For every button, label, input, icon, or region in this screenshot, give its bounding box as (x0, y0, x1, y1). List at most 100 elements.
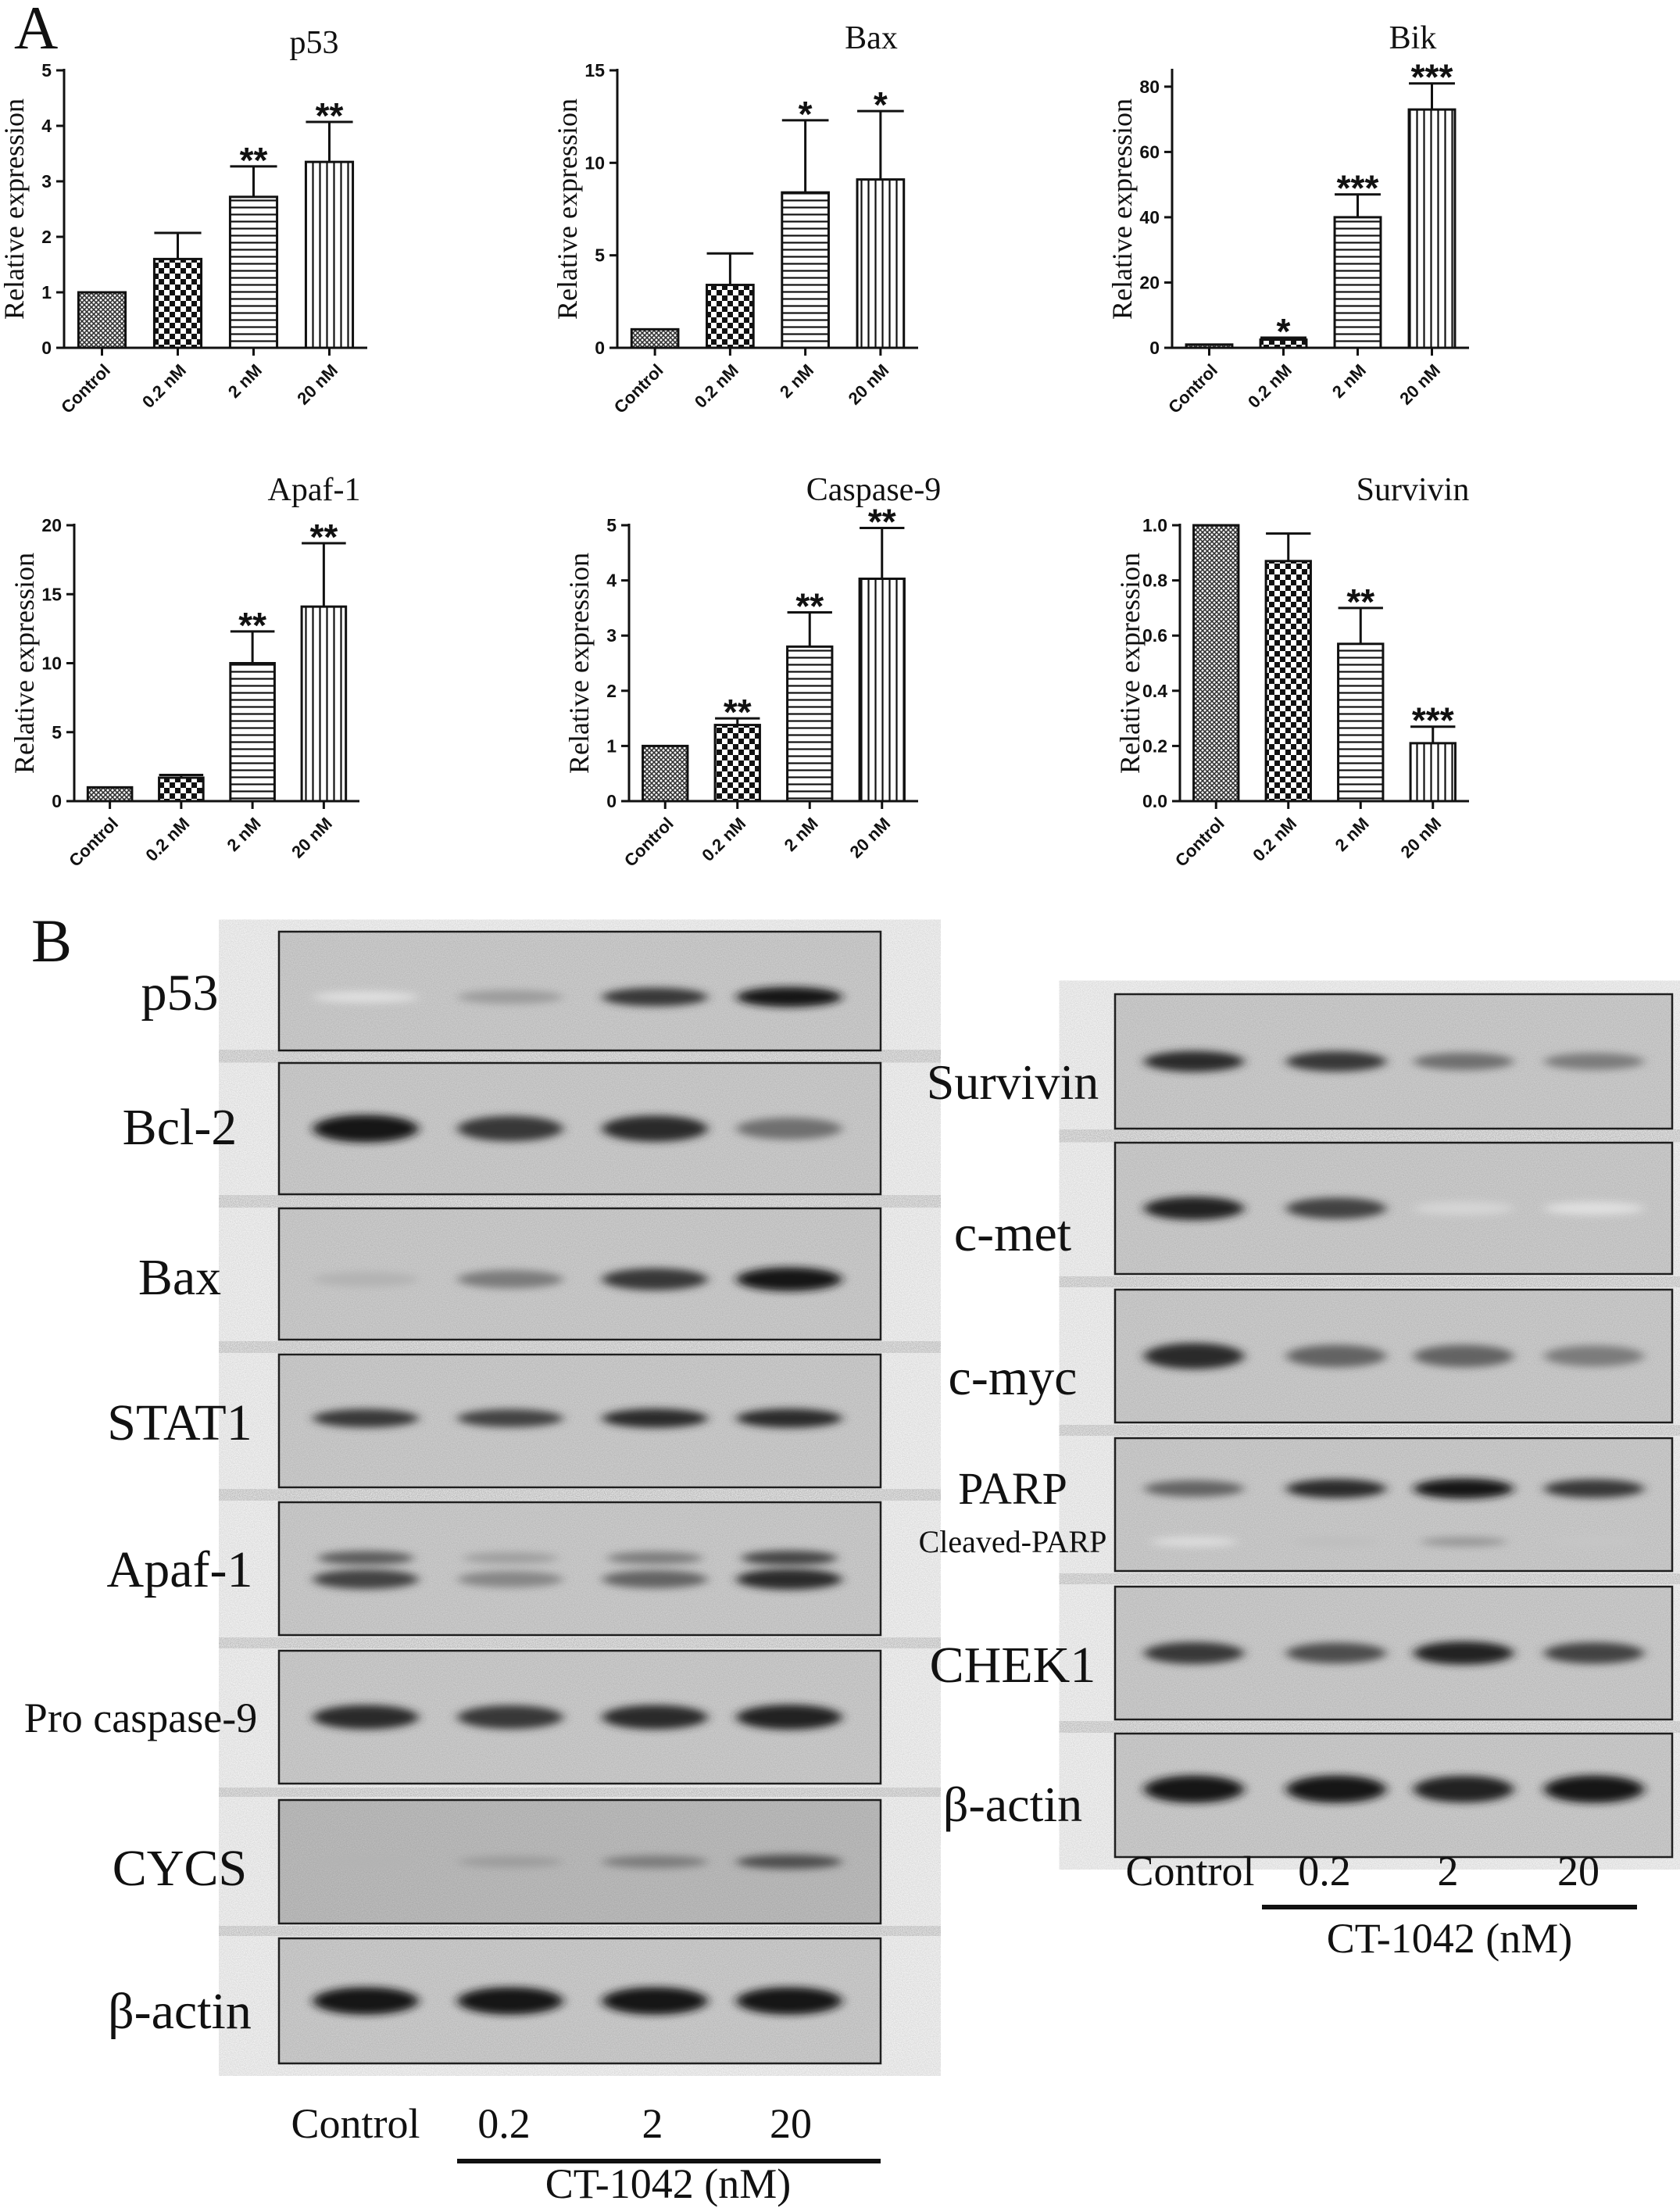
blot-band (457, 1856, 563, 1868)
y-tick-label: 15 (41, 584, 62, 604)
y-tick-label: 5 (41, 60, 52, 81)
lane-label: Control (291, 2100, 420, 2147)
x-tick-label: Control (1164, 360, 1221, 417)
blot-band (313, 1408, 419, 1428)
blot-label: PARP (958, 1463, 1067, 1514)
y-tick-label: 10 (41, 653, 62, 674)
y-tick-label: 0.2 (1142, 735, 1167, 756)
bar-control (642, 744, 689, 803)
significance-marker: ** (868, 502, 896, 542)
y-axis-label: Relative expression (1106, 98, 1138, 320)
bar-0.2-nm (158, 776, 205, 803)
blot-row-cycs: CYCS (113, 1798, 882, 1925)
blot-label: Bcl-2 (123, 1099, 238, 1156)
lane-label: 20 (1557, 1848, 1600, 1895)
blot-band (457, 1705, 563, 1730)
significance-marker: * (799, 94, 813, 134)
x-tick-label: 20 nM (288, 814, 336, 862)
y-tick-label: 1 (606, 735, 617, 756)
bar-20-nm (300, 605, 348, 803)
x-tick-label: 20 nM (293, 360, 341, 409)
y-tick-label: 0 (41, 338, 52, 358)
blot-row-parp: PARP Cleaved-PARP (919, 1437, 1674, 1573)
chart-0: p53 Relative expression 0 1 2 3 4 5 Control 0.2 n… (0, 25, 367, 417)
blot-band (736, 1267, 842, 1291)
blot-row-apaf-1: Apaf-1 (107, 1501, 882, 1637)
x-tick-label: 0.2 nM (1244, 360, 1296, 412)
significance-marker: ** (724, 692, 752, 732)
blot-band (1414, 1052, 1514, 1071)
blot-panel-noise (1115, 1438, 1672, 1571)
blot-band-secondary (462, 1551, 559, 1564)
y-tick-label: 60 (1139, 141, 1160, 162)
blot-band (1544, 1775, 1644, 1803)
x-tick-label: 2 nM (223, 814, 265, 855)
y-tick-label: 2 (606, 681, 617, 701)
panel-a-letter: A (14, 0, 58, 62)
blot-band (736, 1987, 842, 2015)
bar-0.2-nm (1264, 560, 1312, 803)
significance-marker: *** (1412, 700, 1454, 741)
y-axis-label: Relative expression (0, 98, 30, 320)
bar-2-nm (781, 191, 830, 349)
y-axis-label: Relative expression (9, 553, 40, 774)
bar-control (1192, 524, 1240, 803)
y-tick-label: 5 (606, 515, 617, 535)
blot-band (602, 1570, 708, 1589)
y-tick-label: 20 (1139, 272, 1160, 292)
blot-band (602, 1408, 708, 1428)
chart-title: p53 (290, 25, 339, 61)
blot-label: CHEK1 (930, 1637, 1096, 1694)
bar-control (1185, 343, 1234, 349)
lane-label: 0.2 (1298, 1848, 1351, 1895)
chart-title: Caspase-9 (806, 472, 942, 508)
blot-band (602, 1987, 708, 2015)
blot-row-bcl-2: Bcl-2 (123, 1061, 882, 1196)
blot-row--actin: β-actin (108, 1937, 882, 2065)
significance-marker: ** (1346, 582, 1374, 622)
significance-marker: *** (1337, 168, 1379, 209)
bar-20-nm (858, 577, 906, 803)
blot-label: STAT1 (107, 1394, 252, 1451)
significance-marker: * (1277, 311, 1291, 352)
blot-band (1544, 1345, 1644, 1367)
y-axis-label: Relative expression (563, 553, 595, 774)
blot-band (602, 1115, 708, 1142)
x-tick-label: 20 nM (845, 360, 893, 409)
blot-label: c-myc (949, 1349, 1078, 1406)
blot-row-pro-caspase-9: Pro caspase-9 (24, 1649, 882, 1785)
bar-2-nm (1333, 216, 1382, 349)
significance-marker: * (874, 84, 888, 125)
bar-2-nm (228, 195, 279, 349)
y-tick-label: 4 (606, 571, 617, 591)
y-axis-label: Relative expression (1114, 553, 1146, 774)
blot-band (736, 1854, 842, 1870)
blot-band (1144, 1775, 1244, 1803)
blot-band (1286, 1479, 1386, 1498)
blot-band (602, 1705, 708, 1730)
treatment-label: CT-1042 (nM) (1327, 1915, 1573, 1962)
blot-band (602, 1268, 708, 1290)
blot-band (313, 1705, 419, 1730)
x-tick-label: 0.2 nM (138, 360, 190, 412)
x-tick-label: 20 nM (846, 814, 895, 862)
chart-title: Bax (845, 20, 898, 56)
y-tick-label: 0 (606, 791, 617, 811)
blot-label: β-actin (108, 1983, 252, 2040)
y-tick-label: 80 (1139, 77, 1160, 97)
blot-band (1144, 1197, 1244, 1220)
blot-band (1544, 1479, 1644, 1498)
x-tick-label: Control (57, 360, 114, 417)
x-tick-label: 0.2 nM (698, 814, 749, 865)
blot-band (1414, 1776, 1514, 1803)
y-tick-label: 0 (1149, 338, 1160, 358)
blot-row-survivin: Survivin (927, 993, 1674, 1130)
blot-band (736, 1569, 842, 1590)
blot-row--actin: β-actin (943, 1732, 1674, 1859)
y-tick-label: 0.8 (1142, 571, 1167, 591)
x-tick-label: 0.2 nM (1249, 814, 1300, 865)
blot-band (1414, 1201, 1514, 1215)
bar-charts-group: p53 Relative expression 0 1 2 3 4 5 Control 0.2 n… (0, 20, 1469, 871)
x-tick-label: 20 nM (1396, 360, 1444, 409)
y-tick-label: 2 (41, 227, 52, 247)
